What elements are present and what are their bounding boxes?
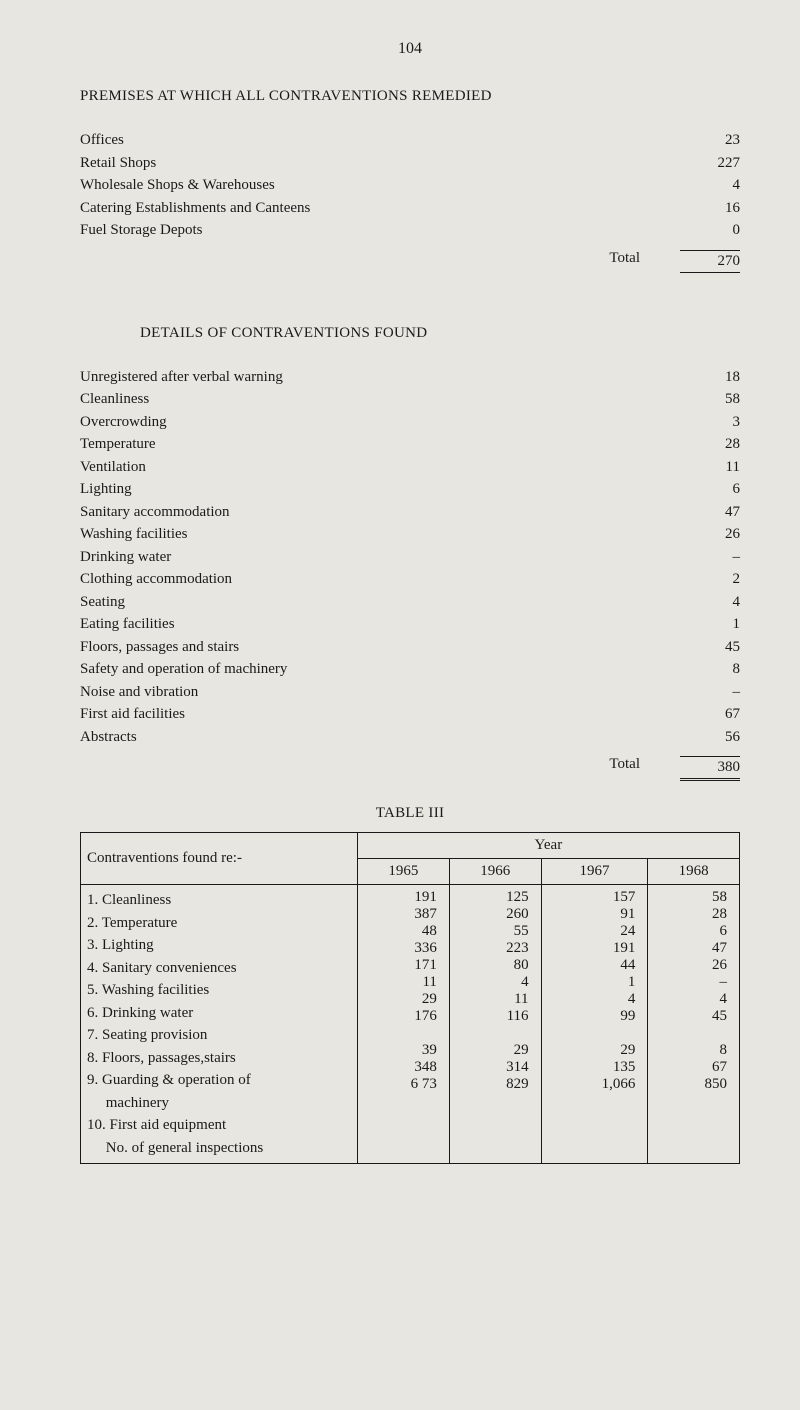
list-row: Abstracts56 <box>80 726 740 749</box>
list-label: Washing facilities <box>80 523 680 546</box>
list-label: Drinking water <box>80 546 680 569</box>
list-row: Ventilation11 <box>80 456 740 479</box>
list-value: 18 <box>680 366 740 389</box>
list-row: Noise and vibration– <box>80 681 740 704</box>
list-value: 6 <box>680 478 740 501</box>
list-row: Eating facilities1 <box>80 613 740 636</box>
list-label: Ventilation <box>80 456 680 479</box>
list-value: 8 <box>680 658 740 681</box>
list-row: Fuel Storage Depots0 <box>80 219 740 242</box>
list-label: Safety and operation of machinery <box>80 658 680 681</box>
list-value: 67 <box>680 703 740 726</box>
list-label: Seating <box>80 591 680 614</box>
table3-year-header: Year <box>357 833 739 859</box>
list-row: First aid facilities67 <box>80 703 740 726</box>
list-label: Temperature <box>80 433 680 456</box>
list-value: 16 <box>680 197 740 220</box>
year-column-header: 1966 <box>449 859 541 885</box>
section2-total-row: Total 380 <box>80 756 740 781</box>
list-value: 0 <box>680 219 740 242</box>
table3: Contraventions found re:- Year 196519661… <box>80 832 740 1164</box>
table-col-1966: 125 260 55 223 80 4 11 116 29 314 829 <box>449 885 541 1164</box>
table3-header-label: Contraventions found re:- <box>81 833 358 885</box>
list-value: 4 <box>680 174 740 197</box>
list-row: Drinking water– <box>80 546 740 569</box>
list-row: Temperature28 <box>80 433 740 456</box>
year-column-header: 1965 <box>357 859 449 885</box>
list-value: 47 <box>680 501 740 524</box>
section2-list: Unregistered after verbal warning18Clean… <box>80 366 740 749</box>
list-row: Cleanliness58 <box>80 388 740 411</box>
list-value: 56 <box>680 726 740 749</box>
table3-title: TABLE III <box>80 805 740 822</box>
list-label: Noise and vibration <box>80 681 680 704</box>
table-row: 1. Cleanliness 2. Temperature 3. Lightin… <box>81 885 740 1164</box>
table-col-1965: 191 387 48 336 171 11 29 176 39 348 6 73 <box>357 885 449 1164</box>
list-row: Safety and operation of machinery8 <box>80 658 740 681</box>
list-value: 2 <box>680 568 740 591</box>
list-label: Lighting <box>80 478 680 501</box>
list-value: 28 <box>680 433 740 456</box>
list-row: Offices23 <box>80 129 740 152</box>
list-value: 58 <box>680 388 740 411</box>
list-row: Catering Establishments and Canteens16 <box>80 197 740 220</box>
list-value: 11 <box>680 456 740 479</box>
list-row: Washing facilities26 <box>80 523 740 546</box>
list-row: Floors, passages and stairs45 <box>80 636 740 659</box>
year-column-header: 1967 <box>541 859 648 885</box>
list-label: Sanitary accommodation <box>80 501 680 524</box>
list-row: Retail Shops227 <box>80 152 740 175</box>
list-value: 4 <box>680 591 740 614</box>
list-label: Clothing accommodation <box>80 568 680 591</box>
list-row: Sanitary accommodation47 <box>80 501 740 524</box>
list-label: Fuel Storage Depots <box>80 219 680 242</box>
list-row: Wholesale Shops & Warehouses4 <box>80 174 740 197</box>
list-row: Unregistered after verbal warning18 <box>80 366 740 389</box>
list-value: 23 <box>680 129 740 152</box>
section1-total-value: 270 <box>680 250 740 273</box>
list-value: 227 <box>680 152 740 175</box>
table-row-labels: 1. Cleanliness 2. Temperature 3. Lightin… <box>81 885 358 1164</box>
list-row: Lighting6 <box>80 478 740 501</box>
list-label: Cleanliness <box>80 388 680 411</box>
section1-list: Offices23Retail Shops227Wholesale Shops … <box>80 129 740 242</box>
list-value: – <box>680 546 740 569</box>
section2-total-label: Total <box>80 756 680 781</box>
list-label: Unregistered after verbal warning <box>80 366 680 389</box>
table-col-1968: 58 28 6 47 26 – 4 45 8 67 850 <box>648 885 740 1164</box>
list-label: Floors, passages and stairs <box>80 636 680 659</box>
year-column-header: 1968 <box>648 859 740 885</box>
list-label: Offices <box>80 129 680 152</box>
list-value: 3 <box>680 411 740 434</box>
list-label: Wholesale Shops & Warehouses <box>80 174 680 197</box>
list-value: 26 <box>680 523 740 546</box>
list-label: First aid facilities <box>80 703 680 726</box>
list-label: Retail Shops <box>80 152 680 175</box>
list-row: Clothing accommodation2 <box>80 568 740 591</box>
list-label: Catering Establishments and Canteens <box>80 197 680 220</box>
list-label: Overcrowding <box>80 411 680 434</box>
section1-total-row: Total 270 <box>80 250 740 273</box>
list-label: Abstracts <box>80 726 680 749</box>
section2-title: DETAILS OF CONTRAVENTIONS FOUND <box>140 325 740 342</box>
table-col-1967: 157 91 24 191 44 1 4 99 29 135 1,066 <box>541 885 648 1164</box>
page-number: 104 <box>80 40 740 58</box>
list-value: – <box>680 681 740 704</box>
list-row: Seating4 <box>80 591 740 614</box>
section2-total-value: 380 <box>680 756 740 781</box>
list-row: Overcrowding3 <box>80 411 740 434</box>
section1-total-label: Total <box>80 250 680 273</box>
section1-title: PREMISES AT WHICH ALL CONTRAVENTIONS REM… <box>80 88 740 105</box>
list-value: 1 <box>680 613 740 636</box>
list-label: Eating facilities <box>80 613 680 636</box>
list-value: 45 <box>680 636 740 659</box>
